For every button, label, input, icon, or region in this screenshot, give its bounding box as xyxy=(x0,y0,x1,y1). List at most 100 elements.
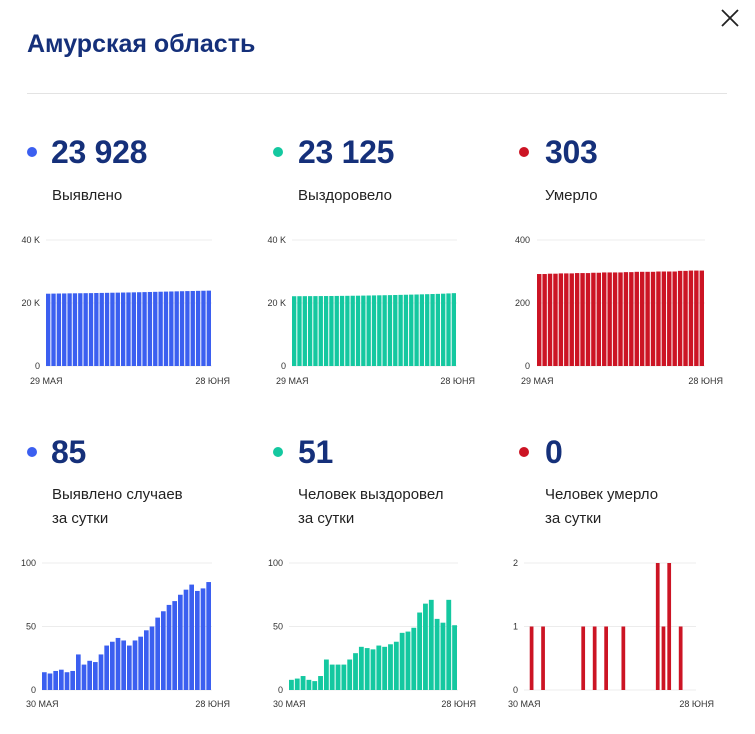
bar xyxy=(87,660,92,690)
bar xyxy=(166,604,172,690)
bar xyxy=(604,626,608,690)
bar xyxy=(341,664,347,690)
bar xyxy=(645,271,650,366)
bar xyxy=(623,272,629,366)
bar xyxy=(294,678,300,690)
bar xyxy=(398,294,403,366)
stat-value: 303 xyxy=(545,134,598,170)
bar xyxy=(155,617,160,690)
bar xyxy=(183,589,189,690)
bar xyxy=(201,290,206,366)
stat-label-line2: за сутки xyxy=(545,510,602,527)
bar xyxy=(388,644,393,690)
y-tick-label: 0 xyxy=(31,685,36,695)
bar xyxy=(564,273,569,366)
bar xyxy=(585,273,591,366)
bar xyxy=(358,646,364,690)
bar xyxy=(206,582,211,690)
bar xyxy=(393,295,398,366)
bar xyxy=(547,273,553,366)
bar xyxy=(313,296,318,366)
bar xyxy=(121,640,126,690)
legend-dot xyxy=(27,447,37,457)
bar xyxy=(56,293,62,366)
bar xyxy=(138,636,143,690)
bar xyxy=(634,271,639,366)
stat-label-line1: Человек умерло xyxy=(545,486,659,503)
bar xyxy=(434,618,440,690)
legend-dot xyxy=(519,447,529,457)
x-end-label: 28 ЮНЯ xyxy=(688,376,723,386)
bar xyxy=(618,272,623,366)
y-tick-label: 0 xyxy=(35,361,40,371)
bar xyxy=(596,272,602,366)
y-tick-label: 50 xyxy=(273,622,283,632)
y-tick-label: 400 xyxy=(515,235,530,245)
bar xyxy=(345,295,350,366)
bar xyxy=(329,664,335,690)
bar xyxy=(441,293,446,366)
bar xyxy=(377,295,382,366)
bar-chart-died: 0 200 400 29 МАЯ 28 ЮНЯ xyxy=(515,235,723,386)
bar xyxy=(656,271,661,366)
bar xyxy=(419,294,425,366)
bar xyxy=(602,272,607,366)
bar xyxy=(318,676,323,690)
bar xyxy=(414,294,419,366)
bar xyxy=(694,270,699,366)
y-tick-label: 20 K xyxy=(21,298,40,308)
bar xyxy=(174,291,179,366)
bar xyxy=(62,293,67,366)
bar xyxy=(158,291,163,366)
bar xyxy=(405,631,411,690)
bar-chart-recovered: 0 20 K 40 K 29 МАЯ 28 ЮНЯ xyxy=(267,235,475,386)
bar xyxy=(339,295,345,366)
x-start-label: 29 МАЯ xyxy=(30,376,63,386)
bar xyxy=(53,670,58,690)
bar xyxy=(430,294,435,366)
bar xyxy=(88,293,94,366)
bar xyxy=(195,290,201,366)
legend-dot xyxy=(273,147,283,157)
bar xyxy=(142,292,147,366)
x-end-label: 28 ЮНЯ xyxy=(679,699,714,709)
bar xyxy=(580,273,585,366)
bar xyxy=(542,274,547,366)
close-button[interactable] xyxy=(718,6,742,30)
bar xyxy=(302,296,307,366)
bar xyxy=(661,271,667,366)
bar xyxy=(292,296,297,366)
bar xyxy=(83,293,88,366)
bar xyxy=(70,670,75,690)
legend-dot xyxy=(27,147,37,157)
bar xyxy=(104,645,109,690)
bar xyxy=(104,292,110,366)
bar xyxy=(558,273,564,366)
bar xyxy=(639,271,645,366)
x-start-label: 30 МАЯ xyxy=(273,699,306,709)
bar xyxy=(47,673,53,690)
stat-value: 23 928 xyxy=(51,134,148,170)
bar xyxy=(110,641,115,690)
bar xyxy=(76,654,81,690)
bar xyxy=(537,274,542,366)
bar xyxy=(329,296,334,366)
bar xyxy=(683,270,688,366)
bar xyxy=(144,630,149,690)
y-tick-label: 200 xyxy=(515,298,530,308)
bar xyxy=(350,295,355,366)
bar xyxy=(621,626,626,690)
bar xyxy=(451,293,456,366)
bar xyxy=(110,292,115,366)
bar xyxy=(409,294,414,366)
y-tick-label: 40 K xyxy=(267,235,286,245)
x-start-label: 30 МАЯ xyxy=(508,699,541,709)
legend-dot xyxy=(519,147,529,157)
bar xyxy=(120,292,126,366)
bar xyxy=(78,293,83,366)
bar xyxy=(147,291,153,366)
x-end-label: 28 ЮНЯ xyxy=(195,699,230,709)
x-end-label: 28 ЮНЯ xyxy=(440,376,475,386)
legend-dot xyxy=(273,447,283,457)
bar xyxy=(153,291,158,366)
